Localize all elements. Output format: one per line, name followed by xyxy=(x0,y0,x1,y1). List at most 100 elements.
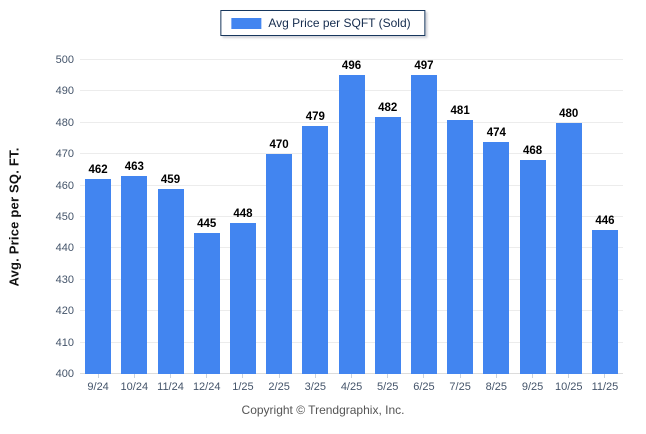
x-tick-cell: 12/24 xyxy=(189,374,225,393)
bar xyxy=(483,141,510,374)
bar xyxy=(121,176,148,374)
x-tick-cell: 6/25 xyxy=(406,374,442,393)
x-tick-mark xyxy=(604,374,606,378)
bar xyxy=(410,75,437,374)
bar xyxy=(302,125,329,374)
bar-value-label: 496 xyxy=(341,60,362,72)
y-axis-tick-labels: 400 410 420 430 440 450 460 470 480 490 500 xyxy=(0,54,74,380)
bar-value-label: 497 xyxy=(414,60,434,72)
bar-column: 480 xyxy=(551,60,587,374)
bar-value-label: 474 xyxy=(486,126,506,139)
bar-series: 462 463 459 445 448 470 479 496 482 497 481 474 468 4… xyxy=(80,60,623,374)
x-tick-cell: 9/25 xyxy=(514,374,550,393)
x-tick-label: 8/25 xyxy=(485,381,508,393)
x-tick-mark xyxy=(133,374,135,378)
x-tick-cell: 5/25 xyxy=(370,374,406,393)
y-tick-label: 410 xyxy=(55,336,74,349)
bar xyxy=(85,179,112,374)
bar xyxy=(229,223,256,374)
bar-value-label: 482 xyxy=(378,101,398,114)
bar xyxy=(447,119,474,374)
x-tick-label: 5/25 xyxy=(377,381,399,393)
bar xyxy=(374,116,401,374)
x-tick-cell: 10/25 xyxy=(551,374,587,393)
x-tick-label: 7/25 xyxy=(449,381,471,393)
x-tick-mark xyxy=(351,374,353,378)
x-tick-cell: 4/25 xyxy=(333,374,369,393)
bar-value-label: 463 xyxy=(124,161,144,174)
bar-column: 482 xyxy=(370,60,406,374)
x-tick-mark xyxy=(459,374,461,378)
x-tick-mark xyxy=(278,374,280,378)
bar-column: 479 xyxy=(297,60,333,374)
bar-column: 462 xyxy=(80,60,116,374)
bar xyxy=(591,229,618,374)
bar-column: 446 xyxy=(587,60,623,374)
bar-value-label: 470 xyxy=(269,139,289,152)
x-tick-cell: 3/25 xyxy=(297,374,333,393)
x-tick-cell: 11/24 xyxy=(152,374,188,393)
x-tick-cell: 10/24 xyxy=(116,374,152,393)
bar-value-label: 448 xyxy=(233,208,253,221)
bar xyxy=(266,154,293,374)
bar-value-label: 459 xyxy=(160,173,181,186)
x-tick-label: 3/25 xyxy=(304,381,327,393)
y-tick-label: 490 xyxy=(55,85,74,98)
bar-column: 474 xyxy=(478,60,514,374)
y-tick-label: 450 xyxy=(55,211,74,223)
bar-column: 481 xyxy=(442,60,478,374)
bar-value-label: 480 xyxy=(559,107,579,120)
gridline xyxy=(80,59,623,60)
x-tick-label: 12/24 xyxy=(192,381,221,393)
y-tick-label: 480 xyxy=(55,116,74,129)
legend-label: Avg Price per SQFT (Sold) xyxy=(268,16,411,30)
bar-value-label: 481 xyxy=(450,104,470,117)
bar xyxy=(193,232,220,374)
y-tick-label: 470 xyxy=(55,148,74,161)
x-tick-mark xyxy=(242,374,244,378)
x-tick-label: 10/25 xyxy=(554,381,583,393)
y-tick-label: 460 xyxy=(55,179,74,192)
bar-value-label: 445 xyxy=(197,217,217,230)
bar-column: 468 xyxy=(514,60,550,374)
bar xyxy=(338,75,365,374)
x-tick-label: 2/25 xyxy=(268,381,290,393)
y-tick-label: 500 xyxy=(55,54,74,66)
plot-area: 462 463 459 445 448 470 479 496 482 497 481 474 468 4… xyxy=(80,59,623,374)
x-tick-label: 4/25 xyxy=(340,381,363,393)
x-tick-label: 9/24 xyxy=(87,381,109,393)
bar-column: 497 xyxy=(406,60,442,374)
bar-value-label: 479 xyxy=(305,110,325,123)
x-tick-cell: 1/25 xyxy=(225,374,261,393)
bar xyxy=(555,122,582,374)
x-tick-cell: 9/24 xyxy=(80,374,116,393)
x-tick-mark xyxy=(97,374,99,378)
x-tick-label: 11/25 xyxy=(591,381,619,393)
x-tick-cell: 8/25 xyxy=(478,374,514,393)
bar-column: 470 xyxy=(261,60,297,374)
bar-column: 459 xyxy=(152,60,188,374)
y-tick-label: 400 xyxy=(55,368,74,380)
bar-value-label: 468 xyxy=(522,145,543,158)
bar-column: 496 xyxy=(333,60,369,374)
legend-swatch xyxy=(231,17,262,29)
bar xyxy=(157,188,184,374)
y-tick-label: 420 xyxy=(55,305,74,318)
chart-legend: Avg Price per SQFT (Sold) xyxy=(220,10,426,36)
x-tick-label: 10/24 xyxy=(120,381,149,393)
x-tick-label: 11/24 xyxy=(157,381,184,393)
x-tick-mark xyxy=(170,374,171,378)
x-tick-mark xyxy=(423,374,425,378)
bar-column: 463 xyxy=(116,60,152,374)
x-tick-label: 1/25 xyxy=(232,381,254,393)
x-tick-cell: 7/25 xyxy=(442,374,478,393)
y-tick-label: 440 xyxy=(55,242,74,255)
x-tick-mark xyxy=(532,374,534,378)
x-tick-mark xyxy=(495,374,497,378)
copyright-text: Copyright © Trendgraphix, Inc. xyxy=(241,403,405,417)
x-tick-mark xyxy=(314,374,316,378)
bar-column: 445 xyxy=(189,60,225,374)
x-tick-label: 6/25 xyxy=(413,381,435,393)
x-axis-tick-labels: 9/24 10/24 11/24 12/24 1/25 2/25 3/25 4/25 5/25 6… xyxy=(80,374,623,393)
